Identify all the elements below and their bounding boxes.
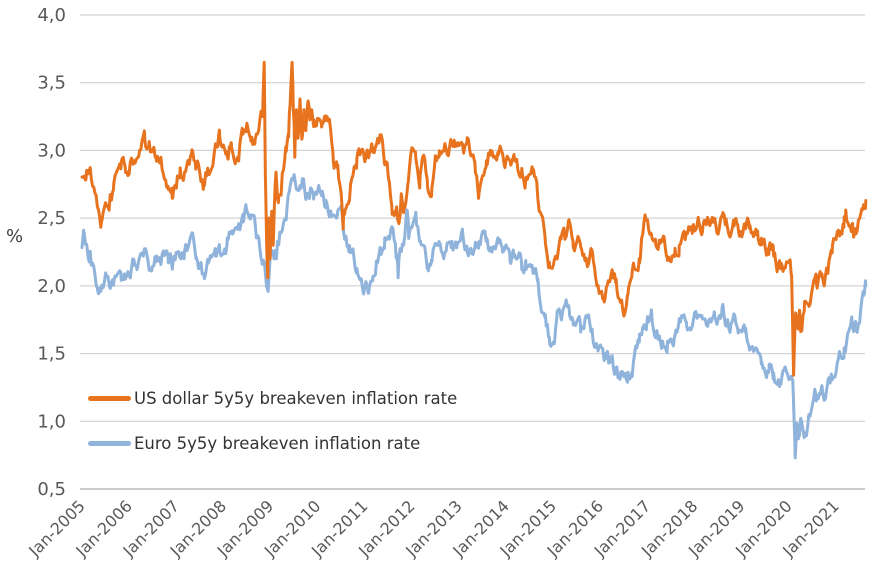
y-tick-label: 0,5	[37, 479, 66, 500]
euro-series-line	[80, 173, 868, 460]
y-tick-label: 2,0	[37, 276, 66, 297]
legend: US dollar 5y5y breakeven inflation rate …	[88, 388, 457, 454]
euro-series-line-sample	[88, 441, 131, 446]
y-tick-label: 1,5	[37, 344, 66, 365]
y-axis-unit-label: %	[6, 226, 24, 247]
y-tick-label: 2,5	[37, 208, 66, 229]
y-tick-label: 1,0	[37, 411, 66, 432]
y-tick-label: 4,0	[37, 5, 66, 26]
y-tick-label: 3,0	[37, 140, 66, 161]
us-dollar-series-line	[80, 60, 868, 377]
legend-item-euro: Euro 5y5y breakeven inflation rate	[88, 433, 457, 454]
legend-label-euro: Euro 5y5y breakeven inflation rate	[134, 434, 421, 453]
legend-item-us-dollar: US dollar 5y5y breakeven inflation rate	[88, 388, 457, 409]
y-tick-label: 3,5	[37, 73, 66, 94]
us-series-line-sample	[88, 396, 131, 401]
legend-label-us-dollar: US dollar 5y5y breakeven inflation rate	[134, 389, 458, 408]
